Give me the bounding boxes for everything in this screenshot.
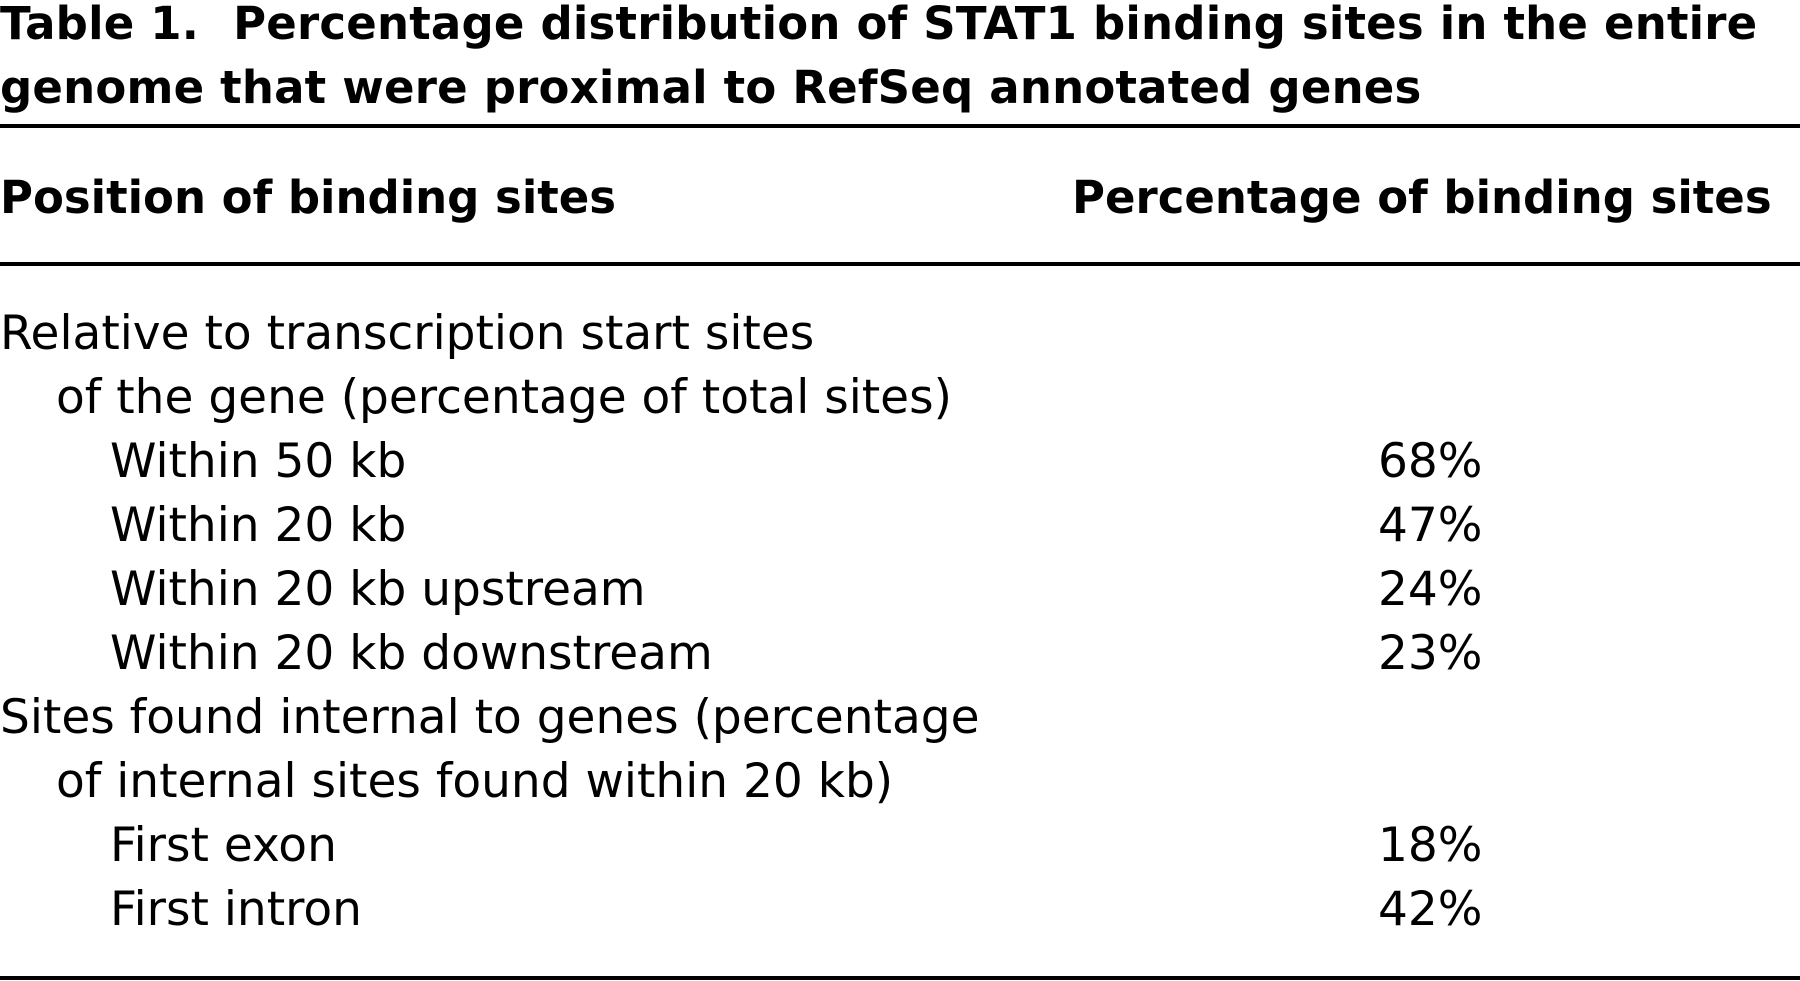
row-label: Within 50 kb (110, 434, 407, 489)
table-caption-label: Table 1. (0, 0, 200, 50)
row-label: Sites found internal to genes (percentag… (0, 690, 980, 745)
row-label: First intron (110, 882, 362, 937)
row-label: Relative to transcription start sites (0, 306, 815, 361)
table-row: Sites found internal to genes (percentag… (0, 686, 1800, 750)
row-label: Within 20 kb upstream (110, 562, 646, 617)
table-row: First exon 18% (0, 814, 1800, 878)
table-row: First intron 42% (0, 878, 1800, 942)
table-caption: Table 1. Percentage distribution of STAT1… (0, 0, 1780, 120)
column-header-percentage: Percentage of binding sites (1072, 171, 1772, 224)
row-label: of internal sites found within 20 kb) (56, 754, 894, 809)
table-row: of internal sites found within 20 kb) (0, 750, 1800, 814)
header-rule (0, 262, 1800, 266)
top-rule (0, 124, 1800, 128)
table-row: Within 20 kb upstream 24% (0, 558, 1800, 622)
row-percentage: 18% (1378, 818, 1483, 873)
row-label: First exon (110, 818, 337, 873)
bottom-rule (0, 976, 1800, 980)
table-body: Relative to transcription start sites of … (0, 302, 1800, 942)
row-label: of the gene (percentage of total sites) (56, 370, 952, 425)
column-header-position: Position of binding sites (0, 171, 617, 224)
row-percentage: 68% (1378, 434, 1483, 489)
row-percentage: 23% (1378, 626, 1483, 681)
table-row: Relative to transcription start sites (0, 302, 1800, 366)
table-row: Within 20 kb 47% (0, 494, 1800, 558)
row-percentage: 42% (1378, 882, 1483, 937)
row-percentage: 24% (1378, 562, 1483, 617)
table-row: Within 20 kb downstream 23% (0, 622, 1800, 686)
table-header: Position of binding sites Percentage of … (0, 166, 1800, 236)
row-percentage: 47% (1378, 498, 1483, 553)
row-label: Within 20 kb downstream (110, 626, 713, 681)
table-caption-text: Percentage distribution of STAT1 binding… (0, 0, 1758, 114)
table-row: Within 50 kb 68% (0, 430, 1800, 494)
table-row: of the gene (percentage of total sites) (0, 366, 1800, 430)
row-label: Within 20 kb (110, 498, 407, 553)
